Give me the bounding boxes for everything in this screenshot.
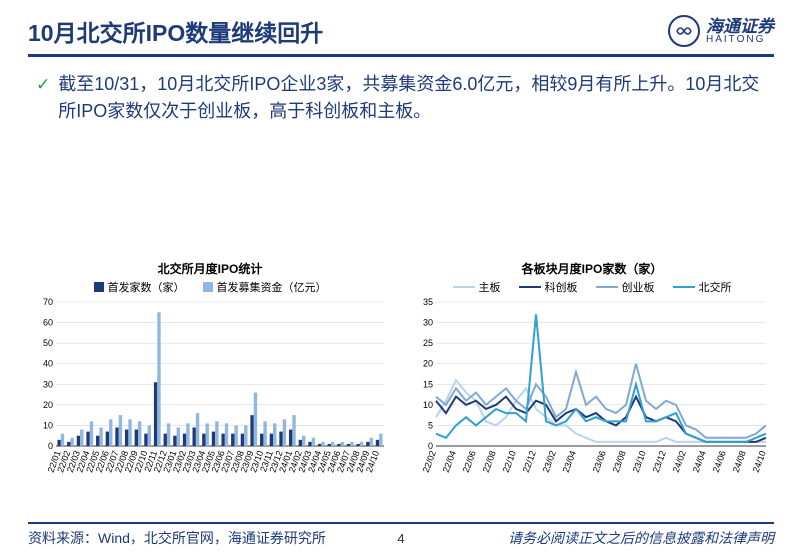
svg-text:40: 40 <box>43 359 53 369</box>
svg-text:23/04: 23/04 <box>561 449 578 474</box>
page-number: 4 <box>397 531 404 546</box>
svg-text:23/02: 23/02 <box>541 449 558 474</box>
svg-text:22/02: 22/02 <box>421 449 438 474</box>
legend-label-bei: 北交所 <box>699 279 732 295</box>
legend-swatch-count <box>94 282 104 292</box>
bullet-row: ✓ 截至10/31，10月北交所IPO企业3家，共募集资金6.0亿元，相较9月有… <box>0 57 802 127</box>
legend-label-star: 科创板 <box>545 279 578 295</box>
legend-swatch-star <box>519 286 541 289</box>
svg-text:10: 10 <box>423 400 433 410</box>
legend-swatch-chuang <box>596 286 618 289</box>
svg-text:24/02: 24/02 <box>671 449 688 474</box>
legend-item-main: 主板 <box>453 279 501 295</box>
svg-text:5: 5 <box>428 420 433 430</box>
legend-item-bei: 北交所 <box>673 279 732 295</box>
header: 10月北交所IPO数量继续回升 海通证券 HAITONG <box>0 0 802 54</box>
legend-item-funds: 首发募集资金（亿元） <box>203 279 327 295</box>
svg-text:24/08: 24/08 <box>731 449 748 474</box>
svg-text:25: 25 <box>423 338 433 348</box>
svg-text:50: 50 <box>43 338 53 348</box>
legend-label-main: 主板 <box>479 279 501 295</box>
chart-right-legend: 主板 科创板 创业板 北交所 <box>410 279 774 295</box>
brand-logo-text: 海通证券 HAITONG <box>706 18 774 45</box>
svg-text:24/04: 24/04 <box>691 449 708 474</box>
chart-left-title: 北交所月度IPO统计 <box>28 260 392 277</box>
chart-left-svg: 01020304050607022/0122/0222/0322/0422/05… <box>28 298 390 488</box>
svg-text:60: 60 <box>43 318 53 328</box>
svg-text:24/10: 24/10 <box>751 449 768 474</box>
brand-name-cn: 海通证券 <box>706 18 774 35</box>
legend-label-count: 首发家数（家） <box>108 279 185 295</box>
footer: 资料来源：Wind，北交所官网，海通证券研究所 4 请务必阅读正文之后的信息披露… <box>0 522 802 554</box>
svg-text:20: 20 <box>43 400 53 410</box>
legend-swatch-funds <box>203 282 213 292</box>
brand-name-en: HAITONG <box>706 35 774 45</box>
legend-label-chuang: 创业板 <box>622 279 655 295</box>
charts-area: 北交所月度IPO统计 首发家数（家） 首发募集资金（亿元） 0102030405… <box>28 260 774 508</box>
svg-text:22/10: 22/10 <box>501 449 518 474</box>
svg-text:20: 20 <box>423 359 433 369</box>
svg-text:23/06: 23/06 <box>591 449 608 474</box>
legend-item-count: 首发家数（家） <box>94 279 185 295</box>
legend-swatch-bei <box>673 286 695 289</box>
svg-text:35: 35 <box>423 298 433 307</box>
brand-logo: 海通证券 HAITONG <box>668 15 774 47</box>
svg-text:70: 70 <box>43 298 53 307</box>
legend-item-chuang: 创业板 <box>596 279 655 295</box>
svg-text:23/08: 23/08 <box>611 449 628 474</box>
footer-disclaimer: 请务必阅读正文之后的信息披露和法律声明 <box>508 528 774 548</box>
check-icon: ✓ <box>36 71 50 98</box>
svg-text:30: 30 <box>43 379 53 389</box>
chart-left: 北交所月度IPO统计 首发家数（家） 首发募集资金（亿元） 0102030405… <box>28 260 392 508</box>
svg-text:23/12: 23/12 <box>651 449 668 474</box>
svg-text:22/08: 22/08 <box>481 449 498 474</box>
legend-label-funds: 首发募集资金（亿元） <box>217 279 327 295</box>
chart-left-legend: 首发家数（家） 首发募集资金（亿元） <box>28 279 392 295</box>
svg-text:15: 15 <box>423 379 433 389</box>
svg-text:23/10: 23/10 <box>631 449 648 474</box>
legend-item-star: 科创板 <box>519 279 578 295</box>
svg-text:22/12: 22/12 <box>521 449 538 474</box>
chart-right-svg: 0510152025303522/0222/0422/0622/0822/102… <box>410 298 772 488</box>
chart-right-title: 各板块月度IPO家数（家） <box>410 260 774 277</box>
brand-logo-icon <box>668 15 700 47</box>
bullet-text: 截至10/31，10月北交所IPO企业3家，共募集资金6.0亿元，相较9月有所上… <box>58 71 766 127</box>
legend-swatch-main <box>453 286 475 289</box>
svg-text:10: 10 <box>43 420 53 430</box>
page-title: 10月北交所IPO数量继续回升 <box>28 14 323 48</box>
svg-text:30: 30 <box>423 318 433 328</box>
svg-text:22/06: 22/06 <box>461 449 478 474</box>
svg-text:24/06: 24/06 <box>711 449 728 474</box>
footer-source: 资料来源：Wind，北交所官网，海通证券研究所 <box>28 528 326 548</box>
chart-right: 各板块月度IPO家数（家） 主板 科创板 创业板 北交所 05101520253… <box>410 260 774 508</box>
svg-text:22/04: 22/04 <box>441 449 458 474</box>
